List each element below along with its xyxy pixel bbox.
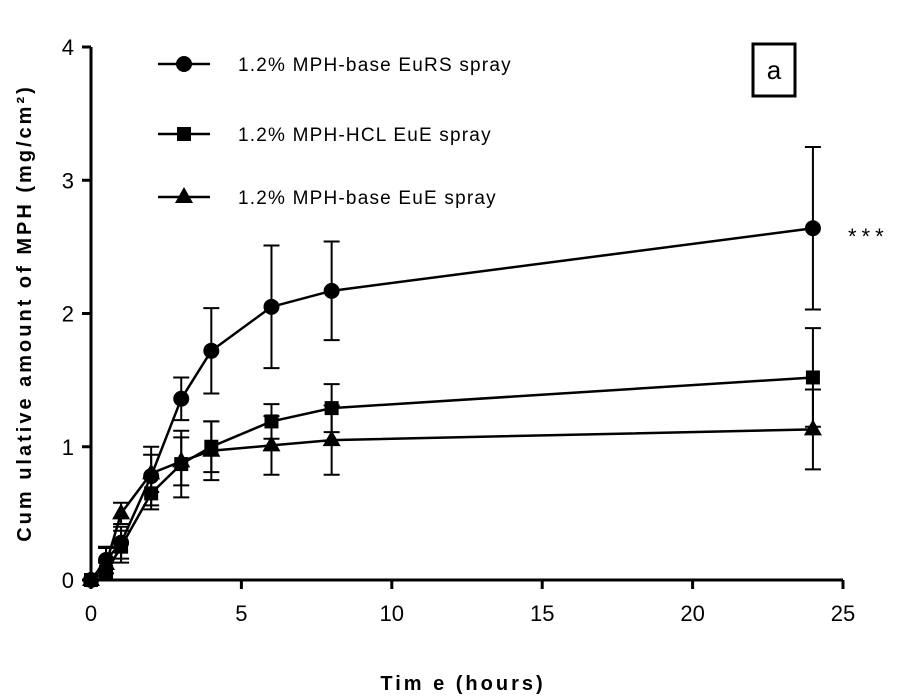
data-point-circle — [323, 282, 340, 299]
legend-item-0: 1.2% MPH-base EuRS spray — [158, 55, 512, 76]
x-tick-label: 5 — [235, 601, 247, 626]
data-point-square — [805, 370, 820, 385]
legend-label: 1.2% MPH-HCL EuE spray — [238, 125, 492, 146]
panel-label-box — [751, 42, 797, 98]
legend-item-1: 1.2% MPH-HCL EuE spray — [158, 125, 492, 146]
legend-label: 1.2% MPH-base EuRS spray — [238, 55, 512, 76]
y-tick-label: 3 — [62, 168, 74, 193]
panel-label-text: a — [767, 55, 782, 85]
data-point-triangle — [97, 554, 116, 571]
data-point-circle — [203, 342, 220, 359]
y-tick-label: 1 — [62, 435, 74, 460]
series-line — [90, 376, 813, 582]
x-axis-ticks: 0 5 10 15 20 25 — [85, 580, 855, 626]
data-point-square — [144, 486, 159, 501]
legend-square-marker-icon — [177, 127, 191, 141]
data-point-triangle — [262, 435, 281, 452]
legend: 1.2% MPH-base EuRS spray 1.2% MPH-HCL Eu… — [158, 55, 512, 209]
data-point-triangle — [112, 503, 131, 520]
data-point-triangle — [803, 419, 822, 436]
data-point-circle — [263, 298, 280, 315]
series-line — [90, 226, 814, 581]
series-0 — [83, 145, 821, 588]
y-axis-ticks: 0 1 2 3 4 — [62, 35, 91, 593]
series-2 — [82, 388, 822, 586]
panel-label: a — [751, 42, 797, 98]
data-point-triangle — [172, 451, 191, 468]
data-point-triangle — [142, 463, 161, 480]
x-axis-title: Tim e (hours) — [380, 673, 545, 695]
y-axis-title: Cum ulative amount of MPH (mg/cm²) — [14, 84, 36, 542]
data-point-triangle — [202, 440, 221, 457]
legend-label: 1.2% MPH-base EuE spray — [238, 188, 497, 209]
data-point-circle — [804, 220, 821, 237]
data-point-triangle — [322, 430, 341, 447]
significance-annotation: *** — [848, 224, 889, 249]
legend-circle-marker-icon — [176, 56, 192, 72]
x-tick-label: 10 — [380, 601, 404, 626]
legend-item-2: 1.2% MPH-base EuE spray — [158, 187, 497, 209]
y-tick-label: 4 — [62, 35, 74, 60]
plot-area — [82, 145, 822, 588]
legend-triangle-marker-icon — [175, 187, 193, 203]
y-tick-label: 2 — [62, 302, 74, 327]
x-tick-label: 20 — [680, 601, 704, 626]
x-tick-label: 15 — [530, 601, 554, 626]
x-tick-label: 25 — [831, 601, 855, 626]
x-tick-label: 0 — [85, 601, 97, 626]
y-tick-label: 0 — [62, 568, 74, 593]
data-point-circle — [173, 390, 190, 407]
data-point-square — [114, 539, 129, 554]
data-point-triangle — [82, 570, 100, 586]
series-line — [90, 428, 813, 581]
